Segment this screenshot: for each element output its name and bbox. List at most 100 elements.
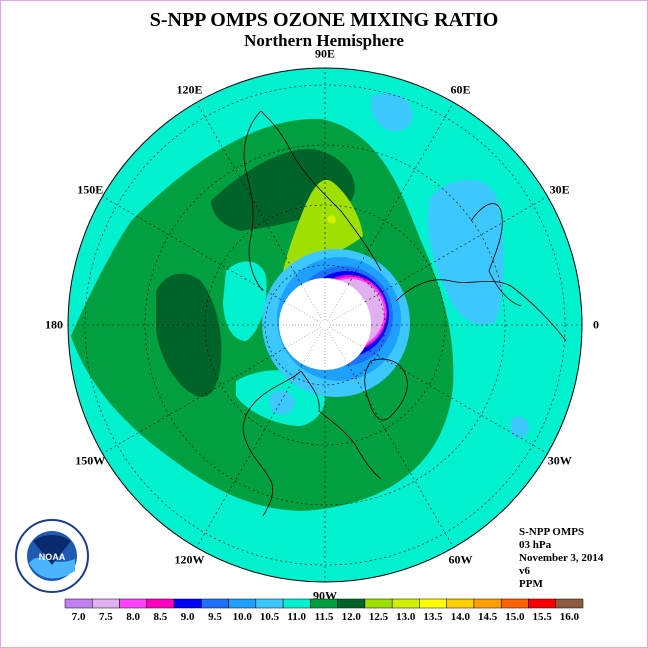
meridian-line xyxy=(196,102,303,286)
contour-11.0-inner-a xyxy=(223,261,267,341)
colorbar-tick-label: 7.5 xyxy=(99,611,113,623)
colorbar-swatch xyxy=(528,598,556,609)
colorbar-swatch xyxy=(500,598,529,609)
map-boundary xyxy=(67,67,583,583)
lat-lon-grid xyxy=(68,68,582,582)
meridian-line xyxy=(347,102,454,286)
colorbar-swatch xyxy=(555,598,584,609)
colorbar-swatch xyxy=(255,598,284,609)
coast-greenland xyxy=(364,358,408,421)
latitude-circle xyxy=(204,204,446,446)
colorbar-swatch xyxy=(92,598,120,609)
colorbar-swatch xyxy=(337,598,366,609)
colorbar-tick-label: 8.0 xyxy=(126,611,140,623)
colorbar-tick-label: 15.0 xyxy=(505,611,525,623)
colorbar-swatch xyxy=(146,598,175,609)
contour-12.0 xyxy=(156,273,222,397)
latitude-circle xyxy=(264,264,386,386)
polar-meridian xyxy=(302,286,323,321)
colorbar-tick-label: 9.5 xyxy=(208,611,222,623)
colorbar-tick-label: 13.0 xyxy=(396,611,416,623)
coastlines xyxy=(242,110,567,517)
contour-10.5-sw xyxy=(269,390,295,415)
longitude-label: 90E xyxy=(314,46,336,61)
longitude-label: 120W xyxy=(174,552,205,567)
meridian-line xyxy=(347,364,454,548)
colorbar-swatch xyxy=(64,598,93,609)
colorbar-swatch xyxy=(473,598,502,609)
info-date: November 3, 2014 xyxy=(519,552,604,564)
meridian-line xyxy=(364,196,548,303)
info-units: PPM xyxy=(519,578,543,590)
colorbar-swatch xyxy=(391,598,420,609)
polar-night-region xyxy=(279,278,371,370)
latitude-circle xyxy=(144,144,506,506)
coast-eurasia xyxy=(260,110,567,342)
coast-north-america xyxy=(242,370,382,517)
meridian-line xyxy=(102,347,286,454)
polar-meridian xyxy=(329,302,364,323)
noaa-logo: NOAA xyxy=(15,519,89,593)
longitude-label: 60W xyxy=(448,552,473,567)
colorbar-tick-label: 16.0 xyxy=(560,611,580,623)
info-pressure: 03 hPa xyxy=(519,539,552,551)
figure-subtitle: Northern Hemisphere xyxy=(244,31,404,50)
colorbar-swatch xyxy=(228,598,257,609)
contour-10.5-east xyxy=(427,179,504,325)
logo-wave xyxy=(29,557,75,579)
colorbar-tick-label: 14.0 xyxy=(451,611,471,623)
contour-13.0 xyxy=(327,215,336,224)
latitude-circle xyxy=(84,84,566,566)
colorbar-swatch xyxy=(419,598,447,609)
longitude-label: 30W xyxy=(547,453,572,467)
colorbar-tick-label: 12.5 xyxy=(369,611,389,623)
polar-meridian xyxy=(329,327,364,348)
polar-meridian xyxy=(302,329,323,364)
colorbar-tick-label: 8.5 xyxy=(154,611,168,623)
longitude-label: 60E xyxy=(450,82,471,97)
longitude-label: 120E xyxy=(176,82,203,97)
colorbar-swatch xyxy=(173,598,202,609)
logo-bird xyxy=(33,535,71,565)
meridian-line xyxy=(364,347,548,454)
longitude-label: 0 xyxy=(593,317,599,332)
colorbar-swatch xyxy=(282,598,311,609)
colorbar-tick-label: 15.5 xyxy=(532,611,552,623)
colorbar-swatch xyxy=(119,598,148,609)
colorbar-tick-label: 14.5 xyxy=(478,611,498,623)
polar-meridian xyxy=(327,329,348,364)
colorbar-swatch xyxy=(364,598,393,609)
polar-meridian xyxy=(286,302,321,323)
longitude-label: 150W xyxy=(75,453,106,467)
colorbar-swatch xyxy=(446,598,475,609)
colorbar-swatch xyxy=(310,598,338,609)
colorbar-tick-label: 12.0 xyxy=(342,611,362,623)
contour-10.5-north xyxy=(371,93,413,132)
colorbar-tick-label: 7.0 xyxy=(72,611,86,623)
longitude-label: 150E xyxy=(77,182,104,196)
polar-meridian xyxy=(286,327,321,348)
logo-text: NOAA xyxy=(39,552,66,562)
meridian-line xyxy=(196,364,303,548)
polar-meridian xyxy=(327,286,348,321)
colorbar-swatch xyxy=(201,598,229,609)
colorbar-tick-label: 9.0 xyxy=(181,611,195,623)
coast-asia-east xyxy=(243,110,264,292)
info-instrument: S-NPP OMPS xyxy=(519,526,585,538)
colorbar-tick-label: 13.5 xyxy=(423,611,443,623)
longitude-label: 180 xyxy=(45,317,63,332)
info-block: S-NPP OMPS 03 hPa November 3, 2014 v6 PP… xyxy=(519,526,603,591)
meridian-line xyxy=(102,196,286,303)
info-version: v6 xyxy=(519,565,530,577)
figure-title: S-NPP OMPS OZONE MIXING RATIO xyxy=(149,9,499,31)
colorbar-tick-label: 11.0 xyxy=(287,611,306,623)
colorbar-tick-label: 10.5 xyxy=(260,611,280,623)
longitude-label: 30E xyxy=(549,182,570,196)
contour-10.5-se xyxy=(511,416,529,438)
colorbar-tick-label: 11.5 xyxy=(315,611,334,623)
coast-europe xyxy=(470,203,522,307)
colorbar-tick-label: 10.0 xyxy=(233,611,253,623)
